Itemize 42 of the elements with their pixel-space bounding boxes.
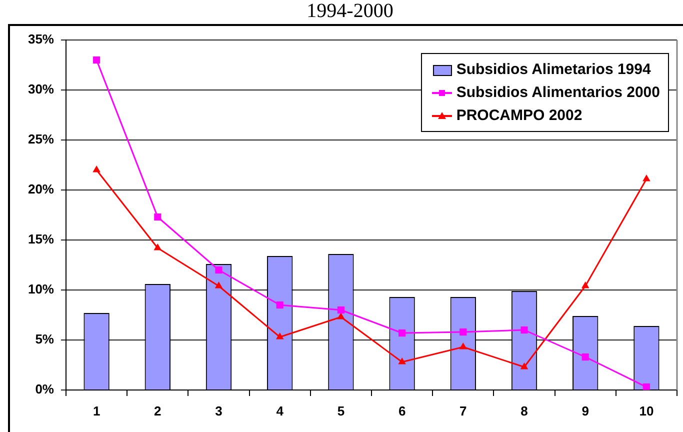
y-tick-label: 20% — [28, 182, 54, 197]
point — [337, 312, 345, 320]
legend-label: Subsidios Alimetarios 1994 — [456, 61, 651, 78]
point — [154, 213, 162, 221]
x-tick-label: 9 — [582, 403, 589, 418]
point — [459, 342, 468, 350]
y-tick-label: 0% — [35, 382, 54, 397]
point — [93, 56, 100, 64]
point — [215, 266, 222, 274]
legend-label: Subsidios Alimentarios 2000 — [456, 84, 660, 101]
point — [398, 358, 406, 364]
point — [214, 282, 223, 288]
point — [398, 329, 406, 337]
point — [520, 326, 528, 334]
point — [460, 328, 467, 336]
point — [582, 353, 589, 361]
point — [520, 362, 528, 370]
legend-label: PROCAMPO 2002 — [456, 107, 582, 124]
point — [642, 383, 650, 390]
x-tick-label: 10 — [639, 403, 654, 418]
point — [92, 166, 100, 172]
y-tick-label: 30% — [28, 82, 54, 97]
x-tick-label: 5 — [337, 403, 345, 418]
y-tick-label: 5% — [35, 332, 54, 347]
x-tick-label: 8 — [520, 403, 528, 418]
x-tick-label: 6 — [398, 403, 406, 418]
point — [581, 282, 590, 288]
chart-title: 1994-2000 — [306, 0, 394, 22]
x-tick-label: 3 — [215, 403, 222, 418]
x-tick-label: 7 — [460, 403, 467, 418]
y-tick-label: 10% — [28, 282, 54, 297]
point — [154, 244, 162, 250]
point — [276, 332, 284, 340]
y-tick-label: 35% — [28, 32, 54, 47]
y-tick-label: 15% — [28, 232, 54, 247]
y-tick-label: 25% — [28, 132, 54, 147]
x-tick-label: 2 — [154, 403, 162, 418]
point — [337, 306, 344, 314]
point — [642, 174, 650, 182]
x-tick-label: 4 — [276, 403, 284, 418]
x-tick-label: 1 — [92, 403, 100, 418]
point — [276, 301, 284, 309]
